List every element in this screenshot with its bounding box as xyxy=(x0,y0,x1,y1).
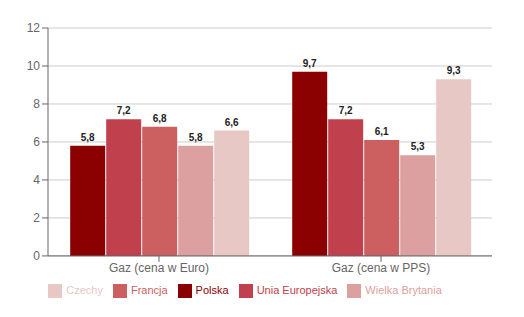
svg-text:9,7: 9,7 xyxy=(303,58,317,69)
svg-text:6,1: 6,1 xyxy=(375,126,389,137)
svg-text:5,8: 5,8 xyxy=(81,132,95,143)
html-text:Unia Europejska: Unia Europejska xyxy=(256,283,338,296)
svg-text:8: 8 xyxy=(33,97,40,111)
html-text:Wielka Brytania: Wielka Brytania xyxy=(365,283,442,296)
svg-text:5,8: 5,8 xyxy=(189,132,203,143)
svg-text:6: 6 xyxy=(33,135,40,149)
svg-text:4: 4 xyxy=(33,173,40,187)
svg-text:Gaz (cena w Euro): Gaz (cena w Euro) xyxy=(109,261,209,275)
html-text:Polska: Polska xyxy=(195,283,229,296)
svg-text:12: 12 xyxy=(27,21,41,35)
svg-text:7,2: 7,2 xyxy=(117,105,131,116)
html-text:Francja: Francja xyxy=(130,283,168,296)
svg-text:6,6: 6,6 xyxy=(225,117,239,128)
svg-text:Gaz (cena w PPS): Gaz (cena w PPS) xyxy=(332,261,431,275)
svg-text:6,8: 6,8 xyxy=(153,113,167,124)
svg-text:0: 0 xyxy=(33,249,40,263)
svg-text:10: 10 xyxy=(27,59,41,73)
svg-text:9,3: 9,3 xyxy=(447,65,461,76)
svg-text:2: 2 xyxy=(33,211,40,225)
svg-text:5,3: 5,3 xyxy=(411,141,425,152)
html-text:Czechy: Czechy xyxy=(66,283,103,296)
svg-text:7,2: 7,2 xyxy=(339,105,353,116)
